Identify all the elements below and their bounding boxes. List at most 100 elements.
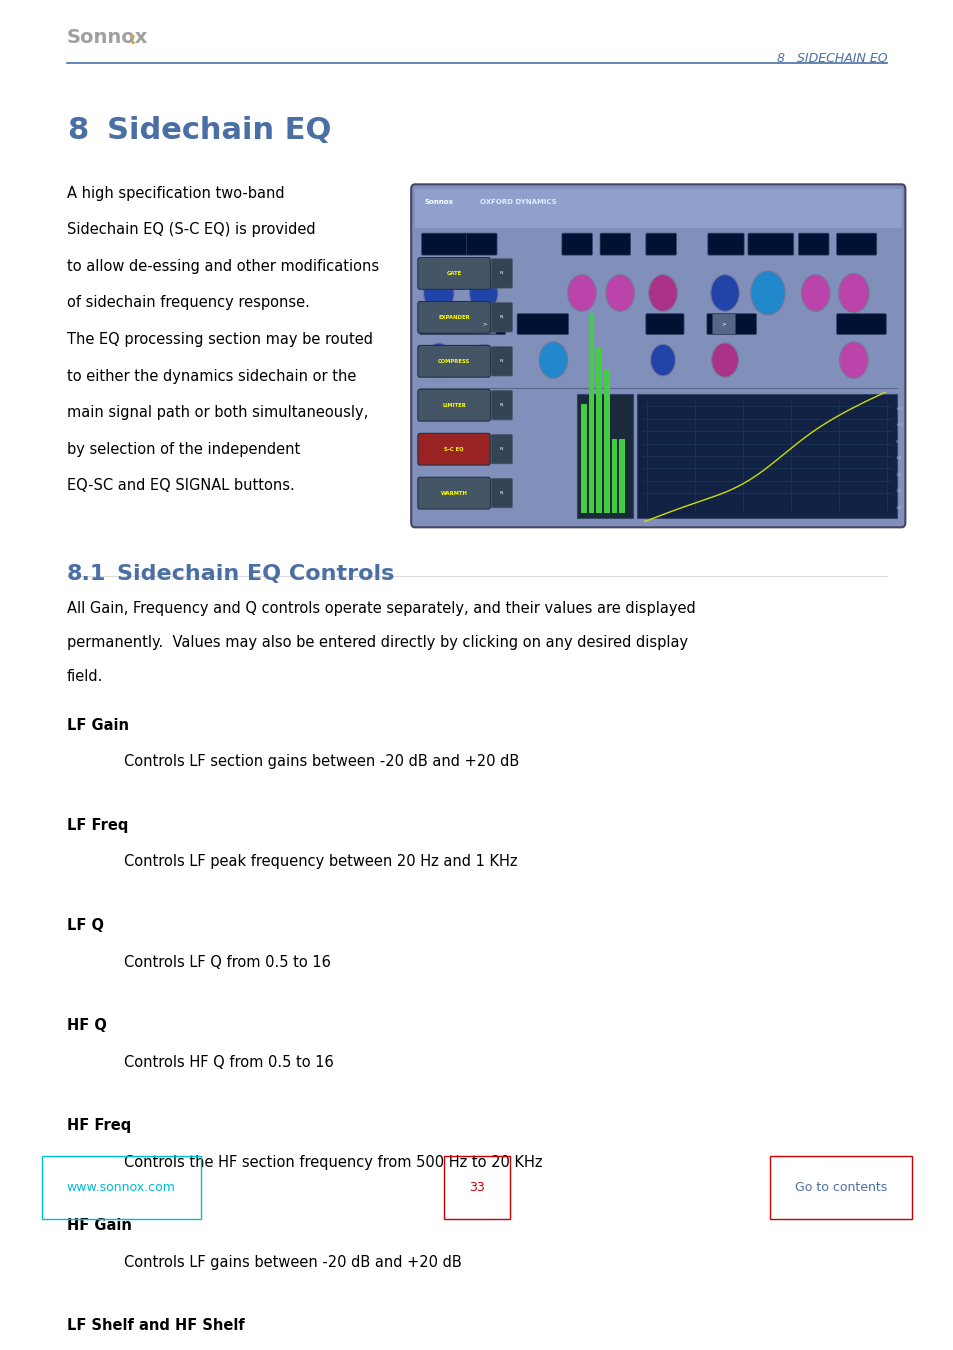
Text: HF Q: HF Q xyxy=(67,1018,107,1033)
Text: LF Gain: LF Gain xyxy=(67,718,129,733)
Text: Controls LF peak frequency between 20 Hz and 1 KHz: Controls LF peak frequency between 20 Hz… xyxy=(124,855,517,869)
Text: permanently.  Values may also be entered directly by clicking on any desired dis: permanently. Values may also be entered … xyxy=(67,634,687,649)
Circle shape xyxy=(425,343,452,377)
Text: A high specification two-band: A high specification two-band xyxy=(67,185,284,201)
Text: IN: IN xyxy=(499,316,503,320)
FancyBboxPatch shape xyxy=(747,234,793,255)
FancyBboxPatch shape xyxy=(491,259,512,288)
FancyBboxPatch shape xyxy=(421,234,467,255)
Text: IN: IN xyxy=(499,359,503,363)
Text: Controls HF Q from 0.5 to 16: Controls HF Q from 0.5 to 16 xyxy=(124,1054,334,1069)
Text: 33: 33 xyxy=(469,1181,484,1193)
Circle shape xyxy=(605,274,634,312)
Text: by selection of the independent: by selection of the independent xyxy=(67,441,299,456)
Text: IN: IN xyxy=(499,447,503,451)
FancyBboxPatch shape xyxy=(473,313,496,335)
Text: -10: -10 xyxy=(895,456,902,460)
Text: to either the dynamics sidechain or the: to either the dynamics sidechain or the xyxy=(67,369,355,383)
Bar xyxy=(415,189,901,228)
Text: to allow de-essing and other modifications: to allow de-essing and other modificatio… xyxy=(67,259,378,274)
Text: 0: 0 xyxy=(895,440,898,444)
FancyBboxPatch shape xyxy=(706,313,756,335)
Text: Sidechain EQ: Sidechain EQ xyxy=(107,116,331,144)
Text: Controls LF gains between -20 dB and +20 dB: Controls LF gains between -20 dB and +20… xyxy=(124,1256,461,1270)
Text: of sidechain frequency response.: of sidechain frequency response. xyxy=(67,296,310,310)
Text: -30: -30 xyxy=(895,489,902,493)
FancyBboxPatch shape xyxy=(491,435,512,464)
FancyBboxPatch shape xyxy=(707,234,743,255)
Text: LF Freq: LF Freq xyxy=(67,818,128,833)
Text: Sonnox: Sonnox xyxy=(67,28,148,47)
Circle shape xyxy=(423,274,454,312)
Text: The EQ processing section may be routed: The EQ processing section may be routed xyxy=(67,332,373,347)
FancyBboxPatch shape xyxy=(712,313,735,335)
FancyBboxPatch shape xyxy=(836,313,885,335)
Text: Controls LF Q from 0.5 to 16: Controls LF Q from 0.5 to 16 xyxy=(124,954,331,969)
Text: S-C EQ: S-C EQ xyxy=(444,447,463,452)
FancyBboxPatch shape xyxy=(417,301,490,333)
Text: COMPRESS: COMPRESS xyxy=(437,359,470,363)
Circle shape xyxy=(567,274,596,312)
Text: OXFORD DYNAMICS: OXFORD DYNAMICS xyxy=(479,198,556,205)
Bar xyxy=(577,394,632,517)
Circle shape xyxy=(650,344,675,375)
FancyBboxPatch shape xyxy=(798,234,828,255)
FancyBboxPatch shape xyxy=(417,389,490,421)
Bar xyxy=(596,348,601,513)
Bar xyxy=(588,313,594,513)
Text: -40: -40 xyxy=(895,506,902,510)
Text: >: > xyxy=(482,321,486,327)
Bar xyxy=(618,439,624,513)
FancyBboxPatch shape xyxy=(491,302,512,332)
Text: IN: IN xyxy=(499,404,503,408)
Text: 8   SIDECHAIN EQ: 8 SIDECHAIN EQ xyxy=(776,51,886,65)
Bar xyxy=(580,405,586,513)
Text: EXPANDER: EXPANDER xyxy=(437,315,470,320)
Text: Sidechain EQ Controls: Sidechain EQ Controls xyxy=(117,564,395,585)
Text: GATE: GATE xyxy=(446,271,461,275)
FancyBboxPatch shape xyxy=(491,347,512,375)
Bar xyxy=(611,439,617,513)
Text: IN: IN xyxy=(499,271,503,275)
Bar xyxy=(603,369,609,513)
Text: Controls LF section gains between -20 dB and +20 dB: Controls LF section gains between -20 dB… xyxy=(124,755,518,770)
Text: :: : xyxy=(130,32,136,47)
FancyBboxPatch shape xyxy=(836,234,876,255)
Circle shape xyxy=(750,271,784,315)
Text: Controls the HF section frequency from 500 Hz to 20 KHz: Controls the HF section frequency from 5… xyxy=(124,1154,542,1169)
Text: HF Freq: HF Freq xyxy=(67,1118,131,1133)
Circle shape xyxy=(710,274,739,312)
FancyBboxPatch shape xyxy=(561,234,592,255)
Circle shape xyxy=(801,274,829,312)
FancyBboxPatch shape xyxy=(491,478,512,508)
Text: 8.1: 8.1 xyxy=(67,564,106,585)
FancyBboxPatch shape xyxy=(417,433,490,464)
FancyBboxPatch shape xyxy=(419,313,469,335)
Text: >: > xyxy=(721,321,725,327)
Text: Sonnox: Sonnox xyxy=(424,198,453,205)
FancyBboxPatch shape xyxy=(411,185,904,528)
Circle shape xyxy=(469,274,497,312)
FancyBboxPatch shape xyxy=(645,313,683,335)
Text: field.: field. xyxy=(67,668,103,684)
FancyBboxPatch shape xyxy=(467,313,505,335)
FancyBboxPatch shape xyxy=(417,346,490,377)
Text: HF Gain: HF Gain xyxy=(67,1218,132,1233)
FancyBboxPatch shape xyxy=(417,478,490,509)
Text: LF Q: LF Q xyxy=(67,918,104,933)
Circle shape xyxy=(648,274,677,312)
Text: main signal path or both simultaneously,: main signal path or both simultaneously, xyxy=(67,405,368,420)
FancyBboxPatch shape xyxy=(517,313,568,335)
Text: WARMTH: WARMTH xyxy=(440,490,467,495)
Circle shape xyxy=(711,343,738,377)
Text: Go to contents: Go to contents xyxy=(794,1181,886,1193)
Text: IN: IN xyxy=(499,491,503,495)
FancyBboxPatch shape xyxy=(599,234,630,255)
Text: EQ-SC and EQ SIGNAL buttons.: EQ-SC and EQ SIGNAL buttons. xyxy=(67,478,294,494)
Text: www.sonnox.com: www.sonnox.com xyxy=(67,1181,175,1193)
FancyBboxPatch shape xyxy=(491,390,512,420)
FancyBboxPatch shape xyxy=(466,234,497,255)
Circle shape xyxy=(838,274,868,312)
Bar xyxy=(637,394,896,517)
Text: -20: -20 xyxy=(895,472,902,477)
